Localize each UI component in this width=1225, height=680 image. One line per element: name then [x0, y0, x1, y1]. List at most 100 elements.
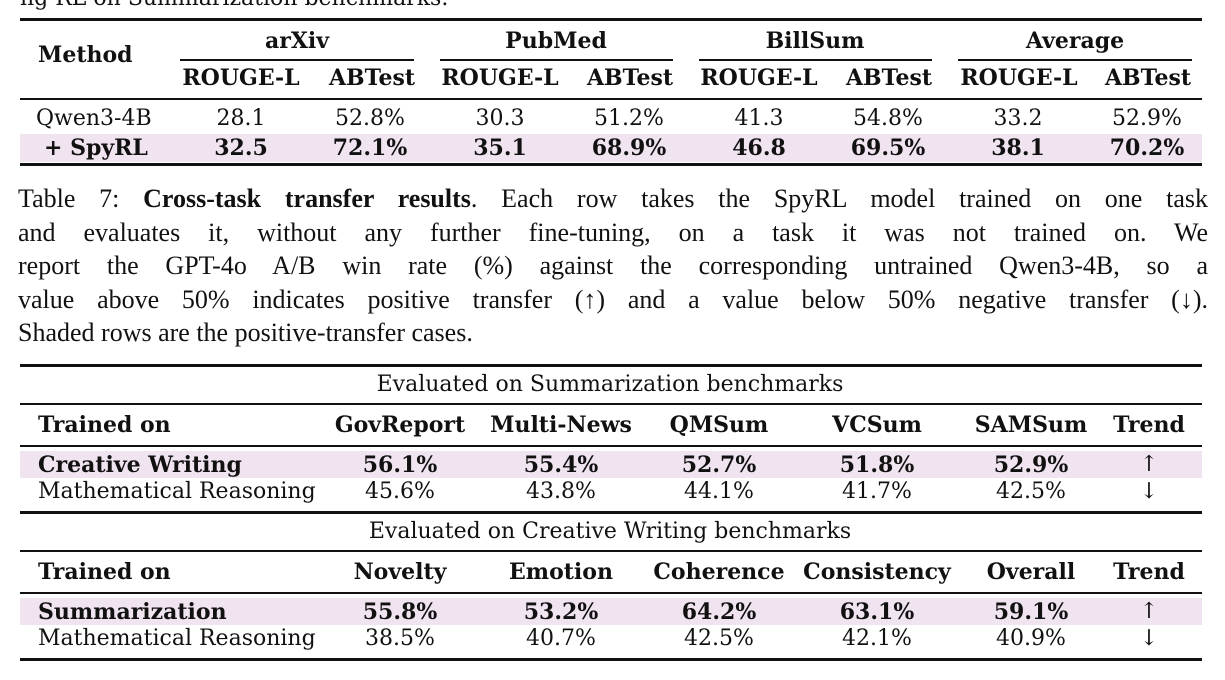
column-header: Trend	[1113, 412, 1185, 438]
column-header: Consistency	[803, 559, 951, 585]
group-header-pubmed: PubMed	[505, 28, 607, 54]
column-header: Multi-News	[490, 412, 632, 438]
column-header: SAMSum	[974, 412, 1088, 438]
row-value: 30.3	[475, 106, 525, 131]
caption-line: and evaluates it, without any further fi…	[18, 217, 1208, 247]
section-rule	[20, 550, 1202, 552]
row-value: 38.1	[991, 135, 1045, 161]
trained-on-header: Trained on	[38, 412, 171, 438]
caption-line: Shaded rows are the positive-transfer ca…	[18, 318, 473, 347]
highlight-row-bg	[20, 134, 1202, 162]
row-value: 69.5%	[850, 135, 926, 161]
group-header-arxiv: arXiv	[264, 28, 330, 54]
trend-down-icon: ↓	[1139, 479, 1159, 504]
table-caption: Table 7: Cross-task transfer results. Ea…	[18, 182, 1208, 350]
highlight-row-bg	[20, 598, 1202, 625]
subheader: ABTest	[1104, 65, 1192, 91]
row-value: 41.3	[734, 106, 784, 131]
row-value: 72.1%	[332, 135, 408, 161]
subheader: ROUGE-L	[182, 65, 300, 91]
row-value: 52.9%	[993, 452, 1069, 478]
trend-down-icon: ↓	[1139, 626, 1159, 651]
header-rule	[20, 445, 1202, 447]
cropped-caption-fragment: ng RL on Summarization benchmarks.	[20, 0, 448, 11]
row-method: Qwen3-4B	[36, 106, 152, 131]
row-value: 44.1%	[684, 479, 754, 504]
row-value: 45.6%	[365, 479, 435, 504]
method-header: Method	[38, 42, 133, 68]
section-rule	[20, 403, 1202, 405]
caption-line: Table 7: Cross-task transfer results. Ea…	[18, 182, 1208, 216]
column-header: Novelty	[353, 559, 447, 585]
group-header-billsum: BillSum	[765, 28, 865, 54]
trend-up-icon: ↑	[1139, 599, 1159, 624]
trend-up-icon: ↑	[1139, 452, 1159, 477]
row-value: 51.2%	[594, 106, 664, 131]
column-header: Overall	[986, 559, 1076, 585]
row-method: + SpyRL	[44, 135, 148, 161]
table-bottom-rule	[20, 163, 1202, 166]
subheader: ABTest	[586, 65, 674, 91]
row-value: 32.5	[214, 135, 268, 161]
section-title-summarization: Evaluated on Summarization benchmarks	[376, 372, 844, 397]
caption-bold: Cross-task transfer results	[143, 184, 471, 213]
highlight-row-bg	[20, 451, 1202, 478]
row-value: 55.8%	[362, 599, 438, 625]
row-value: 51.8%	[839, 452, 915, 478]
subheader: ROUGE-L	[960, 65, 1078, 91]
row-value: 41.7%	[842, 479, 912, 504]
row-value: 33.2	[993, 106, 1043, 131]
column-header: VCSum	[832, 412, 922, 438]
subheader: ABTest	[845, 65, 933, 91]
column-header: QMSum	[669, 412, 769, 438]
row-value: 35.1	[473, 135, 527, 161]
column-header: Emotion	[509, 559, 613, 585]
row-value: 40.7%	[526, 626, 596, 651]
row-value: 42.1%	[842, 626, 912, 651]
cmidrule	[958, 59, 1192, 61]
row-value: 40.9%	[996, 626, 1066, 651]
caption-text: . Each row takes the SpyRL model trained…	[470, 184, 1209, 213]
row-value: 63.1%	[839, 599, 915, 625]
row-value: 52.8%	[335, 106, 405, 131]
row-label: Mathematical Reasoning	[38, 479, 316, 504]
subheader: ROUGE-L	[700, 65, 818, 91]
row-value: 28.1	[216, 106, 266, 131]
table-top-rule	[20, 364, 1202, 367]
table-top-rule	[20, 18, 1202, 21]
group-header-average: Average	[1025, 28, 1125, 54]
subheader: ROUGE-L	[441, 65, 559, 91]
row-value: 42.5%	[684, 626, 754, 651]
row-value: 52.7%	[681, 452, 757, 478]
row-value: 56.1%	[362, 452, 438, 478]
table-mid-rule	[20, 98, 1202, 100]
subheader: ABTest	[328, 65, 416, 91]
column-header: Coherence	[653, 559, 785, 585]
row-value: 42.5%	[996, 479, 1066, 504]
row-label: Mathematical Reasoning	[38, 626, 316, 651]
row-value: 59.1%	[993, 599, 1069, 625]
cmidrule	[440, 59, 673, 61]
row-value: 64.2%	[681, 599, 757, 625]
table-bottom-rule	[20, 658, 1202, 661]
row-value: 46.8	[732, 135, 786, 161]
row-label: Summarization	[38, 599, 227, 625]
row-label: Creative Writing	[38, 452, 242, 478]
caption-label: Table 7:	[18, 184, 144, 213]
row-value: 55.4%	[523, 452, 599, 478]
row-value: 43.8%	[526, 479, 596, 504]
section-title-creative-writing: Evaluated on Creative Writing benchmarks	[368, 519, 852, 544]
row-value: 70.2%	[1109, 135, 1185, 161]
column-header: Trend	[1113, 559, 1185, 585]
row-value: 54.8%	[853, 106, 923, 131]
header-rule	[20, 592, 1202, 594]
row-value: 38.5%	[365, 626, 435, 651]
row-value: 68.9%	[591, 135, 667, 161]
column-header: GovReport	[334, 412, 466, 438]
row-value: 52.9%	[1112, 106, 1182, 131]
cmidrule	[699, 59, 932, 61]
cmidrule	[180, 59, 414, 61]
caption-line: report the GPT-4o A/B win rate (%) again…	[18, 251, 1208, 280]
row-value: 53.2%	[523, 599, 599, 625]
section-divider-rule	[20, 511, 1202, 514]
